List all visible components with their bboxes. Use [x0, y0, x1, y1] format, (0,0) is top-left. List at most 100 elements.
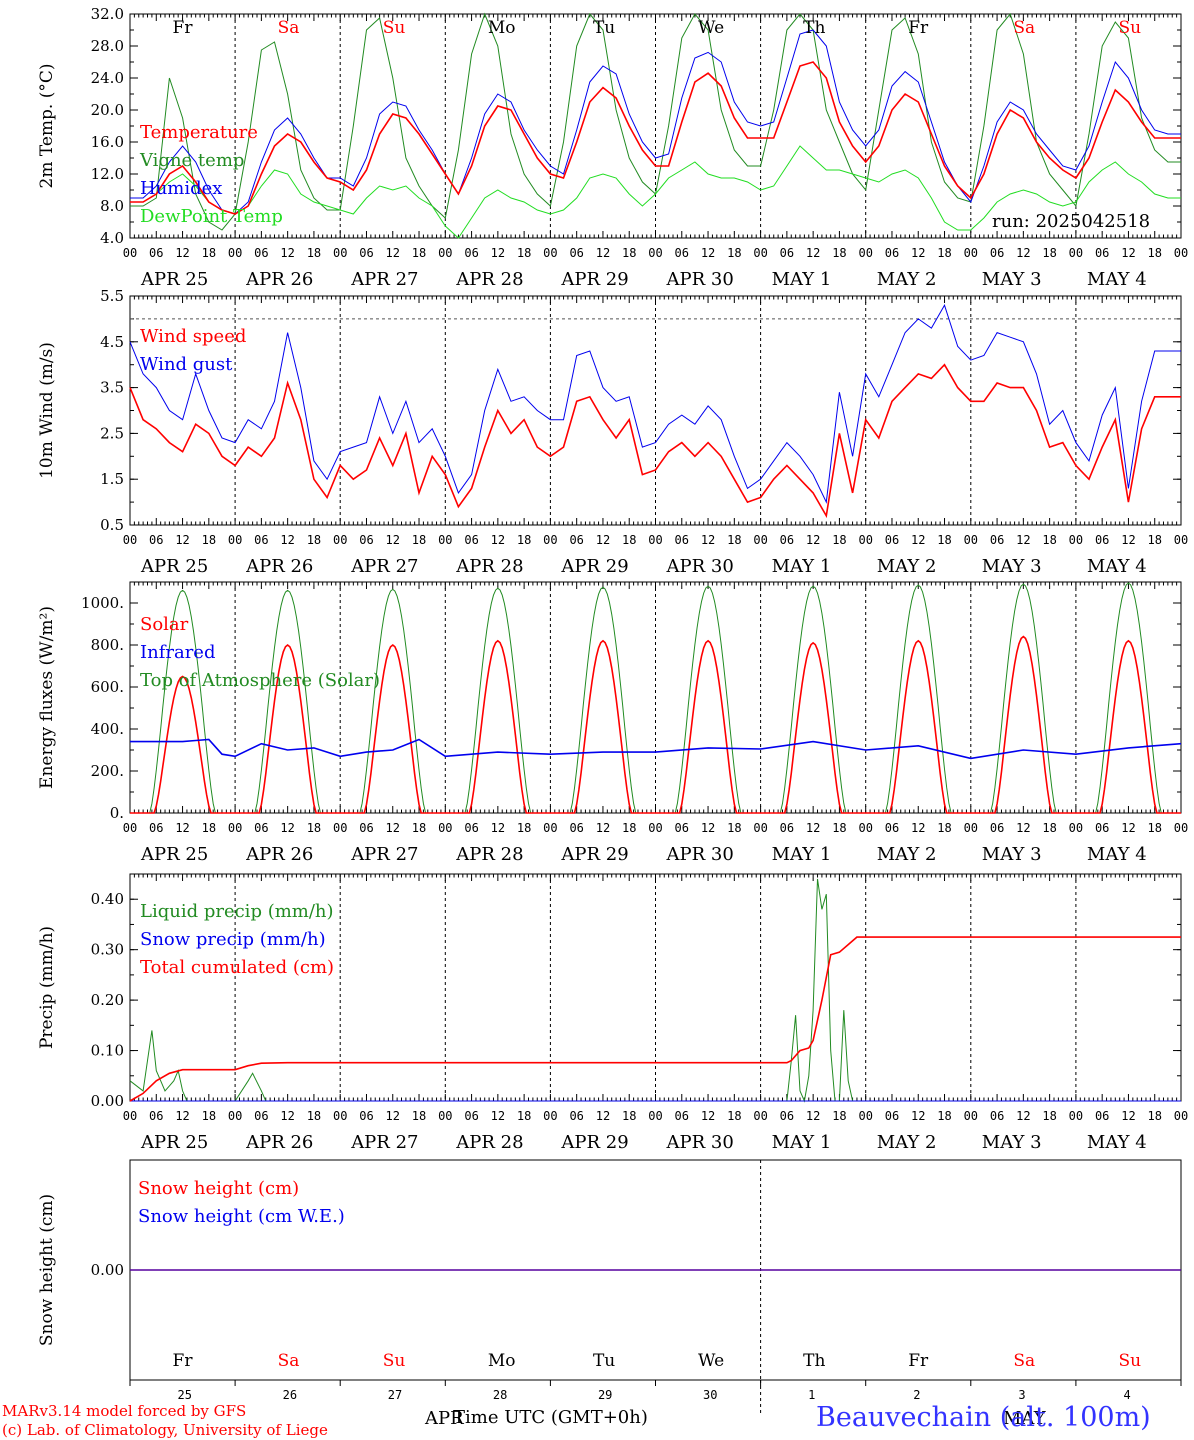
day-of-week-label: We [698, 18, 724, 38]
legend-entry: Infrared [140, 642, 215, 663]
hour-tick-label: 12 [701, 1109, 715, 1123]
hour-tick-label: 00 [1174, 1109, 1188, 1123]
hour-tick-label: 18 [202, 533, 216, 547]
day-of-week-label: Tu [593, 18, 615, 38]
legend-entry: Solar [140, 614, 189, 635]
date-label: APR 28 [455, 269, 523, 290]
date-label: APR 28 [455, 1132, 523, 1153]
hour-tick-label: 12 [911, 1109, 925, 1123]
hour-tick-label: 06 [780, 1109, 794, 1123]
hour-tick-label: 00 [753, 821, 767, 835]
y-tick-label: 0.40 [91, 890, 124, 908]
time-axis-label: Time UTC (GMT+0h) [453, 1407, 648, 1428]
day-number-label: 1 [808, 1388, 815, 1402]
hour-tick-label: 12 [175, 821, 189, 835]
hour-tick-label: 00 [648, 1109, 662, 1123]
hour-tick-label: 12 [911, 533, 925, 547]
hour-tick-label: 00 [123, 821, 137, 835]
day-of-week-label: Su [383, 1351, 406, 1371]
day-of-week-label: Fr [173, 18, 194, 38]
date-label: APR 27 [350, 844, 418, 865]
hour-tick-label: 06 [675, 821, 689, 835]
hour-tick-label: 12 [806, 1109, 820, 1123]
hour-tick-label: 12 [175, 533, 189, 547]
hour-tick-label: 06 [990, 821, 1004, 835]
y-axis-label: 10m Wind (m/s) [37, 342, 57, 479]
hour-tick-label: 18 [517, 1109, 531, 1123]
hour-tick-label: 12 [701, 821, 715, 835]
hour-tick-label: 06 [569, 246, 583, 260]
hour-tick-label: 00 [964, 821, 978, 835]
hour-tick-label: 06 [464, 246, 478, 260]
day-number-label: 2 [913, 1388, 920, 1402]
hour-tick-label: 12 [386, 1109, 400, 1123]
hour-tick-label: 00 [964, 533, 978, 547]
hour-tick-label: 12 [386, 246, 400, 260]
date-label: APR 30 [666, 556, 734, 577]
y-tick-label: 3.5 [100, 379, 124, 397]
date-label: APR 30 [666, 1132, 734, 1153]
hour-tick-label: 00 [228, 246, 242, 260]
hour-tick-label: 06 [885, 533, 899, 547]
hour-tick-label: 06 [1095, 533, 1109, 547]
legend-entry: Liquid precip (mm/h) [140, 901, 334, 922]
hour-tick-label: 18 [727, 1109, 741, 1123]
hour-tick-label: 12 [701, 246, 715, 260]
day-of-week-label: Su [383, 18, 406, 38]
hour-tick-label: 18 [1042, 1109, 1056, 1123]
hour-tick-label: 18 [832, 821, 846, 835]
hour-tick-label: 06 [359, 1109, 373, 1123]
hour-tick-label: 00 [648, 533, 662, 547]
hour-tick-label: 06 [990, 533, 1004, 547]
hour-tick-label: 06 [254, 1109, 268, 1123]
run-label: run: 2025042518 [992, 211, 1151, 232]
hour-tick-label: 12 [491, 1109, 505, 1123]
hour-tick-label: 18 [1147, 821, 1161, 835]
hour-tick-label: 12 [1121, 533, 1135, 547]
hour-tick-label: 12 [596, 533, 610, 547]
hour-tick-label: 06 [780, 821, 794, 835]
y-tick-label: 0.00 [91, 1261, 124, 1279]
hour-tick-label: 18 [727, 821, 741, 835]
series-line-humidex [130, 29, 1181, 215]
date-label: MAY 3 [982, 844, 1042, 865]
date-label: APR 26 [245, 1132, 313, 1153]
day-of-week-label: Sa [1013, 1351, 1035, 1371]
day-of-week-label: Sa [1013, 18, 1035, 38]
y-axis-label: Snow height (cm) [37, 1194, 57, 1346]
hour-tick-label: 18 [202, 821, 216, 835]
hour-tick-label: 12 [491, 533, 505, 547]
hour-tick-label: 00 [543, 821, 557, 835]
hour-tick-label: 00 [123, 1109, 137, 1123]
panel-frame-1 [129, 13, 1182, 239]
hour-tick-label: 00 [333, 533, 347, 547]
legend-entry: Top of Atmosphere (Solar) [140, 670, 380, 691]
month-label: MAY [1003, 1408, 1047, 1429]
hour-tick-label: 12 [1016, 1109, 1030, 1123]
day-of-week-label: Sa [278, 1351, 300, 1371]
day-number-label: 30 [703, 1388, 717, 1402]
y-tick-label: 2.5 [100, 424, 124, 442]
hour-tick-label: 00 [858, 246, 872, 260]
hour-tick-label: 12 [1121, 246, 1135, 260]
date-label: MAY 3 [982, 556, 1042, 577]
y-tick-label: 24.0 [91, 69, 124, 87]
hour-tick-label: 12 [1016, 246, 1030, 260]
hour-tick-label: 00 [438, 533, 452, 547]
hour-tick-label: 06 [359, 821, 373, 835]
date-label: APR 25 [140, 844, 208, 865]
hour-tick-label: 18 [937, 1109, 951, 1123]
date-label: APR 30 [666, 269, 734, 290]
date-label: MAY 2 [877, 844, 937, 865]
y-axis-label: Precip (mm/h) [37, 926, 57, 1049]
y-tick-label: 4.5 [100, 333, 124, 351]
hour-tick-label: 12 [280, 246, 294, 260]
hour-tick-label: 12 [806, 533, 820, 547]
hour-tick-label: 18 [727, 246, 741, 260]
legend-entry: Wind gust [140, 354, 233, 375]
hour-tick-label: 12 [175, 246, 189, 260]
hour-tick-label: 12 [1121, 821, 1135, 835]
hour-tick-label: 18 [727, 533, 741, 547]
hour-tick-label: 12 [596, 821, 610, 835]
